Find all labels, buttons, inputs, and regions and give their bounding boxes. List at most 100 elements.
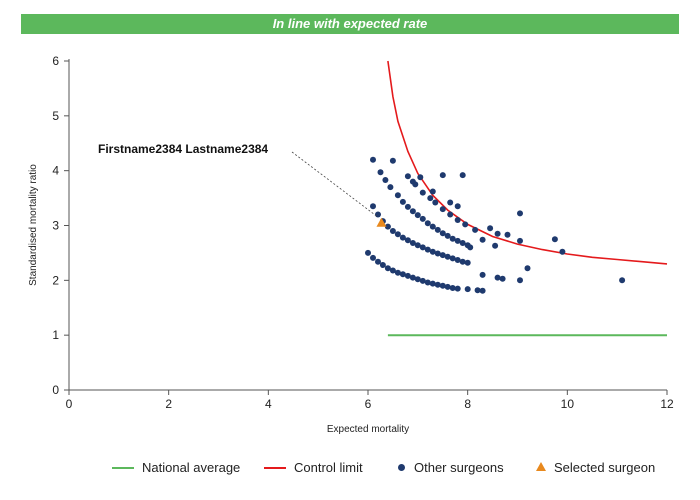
- surgeon-point: [454, 257, 461, 263]
- surgeon-point: [524, 265, 531, 272]
- surgeon-point: [494, 230, 501, 237]
- surgeon-point: [384, 223, 391, 230]
- x-tick-label: 2: [165, 397, 172, 411]
- surgeon-point: [479, 271, 486, 278]
- surgeon-point: [414, 276, 421, 283]
- x-tick-label: 6: [365, 397, 372, 411]
- surgeon-point: [434, 281, 441, 288]
- outcome-banner: In line with expected rate: [21, 14, 679, 34]
- surgeon-point: [449, 285, 456, 291]
- selected-surgeon-label: Firstname2384 Lastname2384: [98, 142, 268, 156]
- legend-dot-swatch: [398, 464, 405, 471]
- surgeon-point: [444, 283, 451, 290]
- surgeon-point: [464, 259, 471, 266]
- legend-line-swatch: [264, 467, 286, 469]
- surgeon-point: [409, 274, 416, 281]
- surgeon-point: [404, 173, 411, 180]
- surgeon-point: [447, 199, 454, 206]
- surgeon-point: [424, 220, 431, 227]
- annotation-leader-line: [291, 151, 378, 218]
- surgeon-point: [494, 274, 501, 281]
- surgeon-point: [377, 169, 384, 176]
- surgeon-point: [492, 242, 499, 249]
- surgeon-point: [389, 228, 396, 234]
- surgeon-point: [419, 189, 426, 196]
- surgeon-point: [459, 240, 466, 246]
- surgeon-point: [467, 244, 474, 251]
- surgeon-point: [414, 242, 421, 249]
- surgeon-point: [379, 262, 386, 268]
- surgeon-point: [454, 203, 461, 210]
- surgeon-point: [434, 226, 441, 233]
- surgeon-point: [394, 269, 401, 276]
- surgeon-point: [399, 234, 406, 241]
- y-tick-label: 5: [52, 109, 59, 123]
- surgeon-point: [439, 172, 446, 179]
- y-axis-label: Standardised mortality ratio: [28, 164, 39, 286]
- surgeon-point: [559, 248, 566, 255]
- surgeon-point: [375, 211, 381, 218]
- surgeon-point: [472, 226, 479, 233]
- legend-label: National average: [142, 460, 241, 475]
- surgeon-point: [409, 208, 416, 215]
- surgeon-point: [419, 215, 426, 222]
- surgeon-point: [389, 267, 396, 274]
- surgeon-point: [399, 198, 406, 205]
- surgeon-point: [462, 221, 469, 228]
- surgeon-point: [370, 254, 376, 261]
- surgeon-point: [424, 246, 431, 253]
- surgeon-point: [479, 287, 486, 294]
- surgeon-point: [365, 249, 371, 256]
- surgeon-point: [424, 279, 431, 286]
- annotation-layer: Firstname2384 Lastname2384: [98, 142, 378, 218]
- surgeon-point: [459, 258, 466, 265]
- y-tick-label: 4: [52, 164, 59, 178]
- surgeon-point: [414, 212, 421, 219]
- control-limit-curve: [387, 60, 668, 265]
- surgeon-point: [417, 174, 424, 181]
- series-layer: [365, 60, 668, 337]
- legend-line-swatch: [112, 467, 134, 469]
- surgeon-point: [370, 203, 376, 210]
- surgeon-point: [504, 231, 511, 238]
- surgeon-point: [619, 277, 626, 284]
- surgeon-point: [384, 265, 391, 272]
- selected-surgeon-point: [376, 217, 387, 227]
- surgeon-point: [427, 195, 434, 202]
- legend-label: Control limit: [294, 460, 363, 475]
- y-tick-label: 6: [52, 54, 59, 68]
- y-tick-label: 1: [52, 328, 59, 342]
- surgeon-point: [409, 178, 416, 185]
- surgeon-point: [394, 192, 401, 199]
- surgeon-point: [517, 237, 523, 244]
- surgeon-point: [419, 277, 426, 284]
- legend-label: Other surgeons: [414, 460, 504, 475]
- surgeon-point: [429, 248, 436, 255]
- surgeon-point: [479, 236, 486, 243]
- x-tick-label: 8: [464, 397, 471, 411]
- chart-legend: National average Control limit Other surge…: [110, 458, 690, 478]
- surgeon-point: [444, 232, 451, 239]
- legend-label: Selected surgeon: [554, 460, 656, 475]
- surgeon-point: [382, 177, 389, 183]
- surgeon-point: [454, 237, 461, 244]
- surgeon-point: [449, 235, 456, 242]
- surgeon-point: [447, 211, 454, 218]
- surgeon-point: [444, 253, 451, 260]
- surgeon-point: [419, 244, 426, 251]
- surgeon-point: [439, 230, 446, 237]
- y-tick-label: 3: [52, 219, 59, 233]
- surgeon-point: [517, 277, 523, 284]
- surgeon-point: [487, 225, 494, 232]
- surgeon-point: [429, 188, 436, 195]
- surgeon-point: [429, 280, 436, 287]
- x-tick-label: 4: [265, 397, 272, 411]
- x-axis-label: Expected mortality: [327, 424, 409, 435]
- surgeon-point: [439, 206, 446, 213]
- surgeon-point: [517, 210, 523, 217]
- surgeon-point: [454, 285, 461, 292]
- surgeon-point: [439, 282, 446, 289]
- x-tick-label: 10: [561, 397, 575, 411]
- surgeon-point: [464, 286, 471, 293]
